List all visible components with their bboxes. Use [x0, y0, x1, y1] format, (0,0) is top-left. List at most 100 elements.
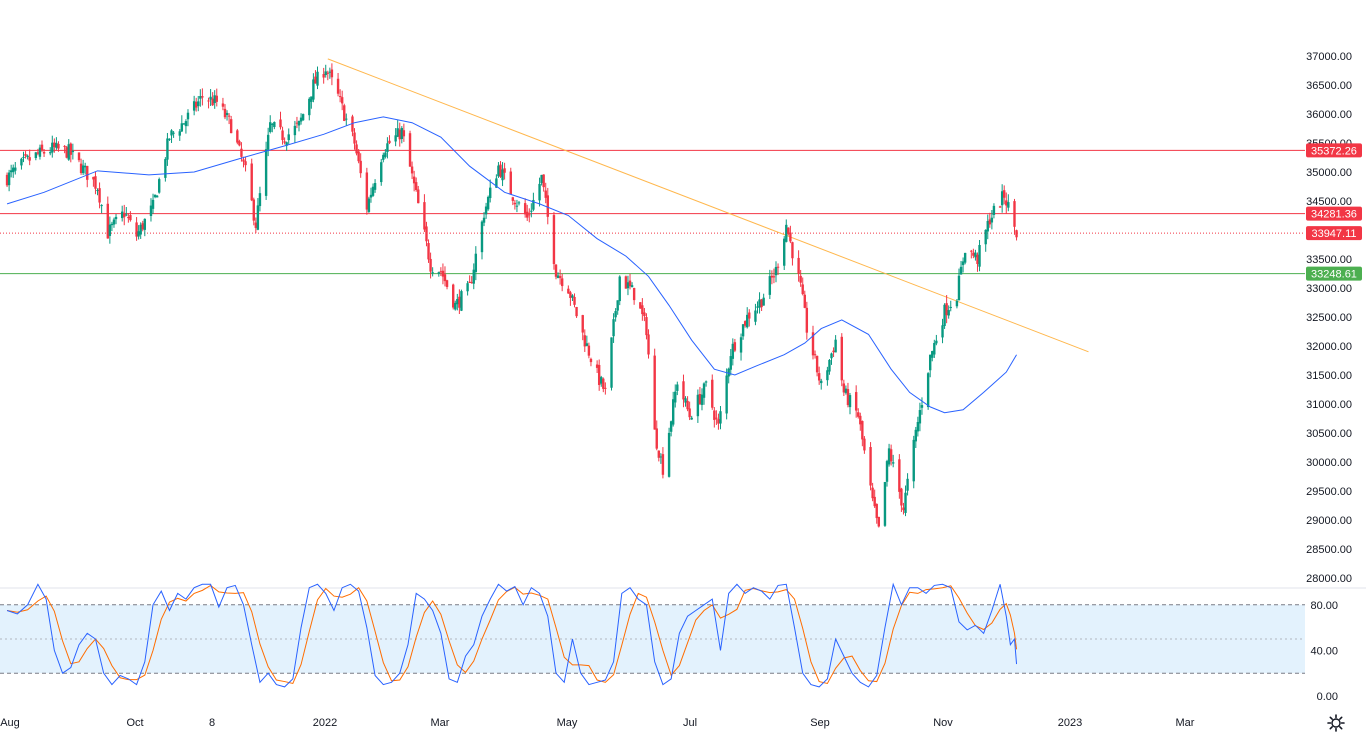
candle-body: [443, 274, 447, 282]
time-tick-label: Mar: [1176, 717, 1195, 729]
candle-body: [669, 421, 673, 432]
candle-body: [595, 364, 599, 368]
candle-body: [725, 375, 728, 414]
candle-body: [828, 360, 831, 372]
candle-body: [861, 421, 864, 440]
candle-body: [408, 133, 412, 167]
candle-body: [682, 381, 685, 400]
candle-body: [186, 112, 190, 120]
candle-body: [546, 195, 549, 217]
candle-body: [661, 454, 665, 475]
candle-body: [127, 217, 130, 219]
candle-body: [12, 167, 15, 173]
candle-body: [754, 310, 757, 322]
candle-body: [258, 193, 262, 207]
candle-body: [589, 358, 593, 363]
gear-icon[interactable]: [1326, 713, 1346, 733]
candle-body: [394, 135, 397, 142]
candle-body: [123, 212, 126, 218]
candle-body: [213, 95, 216, 104]
candle-body: [338, 96, 342, 98]
candle-body: [353, 132, 356, 144]
price-tick-label: 30000.00: [1306, 457, 1352, 469]
candle-body: [112, 219, 116, 225]
candle-body: [170, 130, 173, 136]
candle-body: [221, 103, 225, 107]
candle-body: [659, 456, 663, 458]
candle-body: [873, 496, 876, 507]
candle-body: [1013, 201, 1016, 227]
candle-body: [963, 252, 967, 263]
candle-body: [1005, 200, 1008, 206]
candle-body: [791, 242, 794, 259]
candle-body: [727, 368, 730, 377]
candle-body: [554, 264, 558, 277]
candle-body: [266, 134, 270, 150]
candle-body: [891, 462, 895, 464]
candle-body: [345, 118, 348, 120]
candle-body: [22, 156, 25, 158]
candle-body: [515, 205, 519, 207]
candle-body: [28, 157, 31, 161]
candle-body: [484, 206, 488, 215]
price-level-badge: [1306, 226, 1362, 241]
candle-body: [106, 203, 109, 239]
candle-body: [229, 119, 233, 134]
candle-body: [789, 232, 792, 242]
candle-body: [700, 394, 704, 405]
candle-body: [71, 150, 75, 153]
price-tick-label: 31500.00: [1306, 370, 1352, 382]
time-tick-label: May: [557, 717, 578, 729]
candle-body: [783, 238, 786, 266]
candle-body: [445, 280, 449, 287]
candle-body: [135, 222, 138, 237]
candle-body: [180, 123, 184, 132]
candle-body: [398, 129, 401, 140]
candle-body: [371, 186, 375, 196]
candle-body: [643, 312, 646, 317]
candle-body: [36, 152, 40, 154]
candle-body: [423, 202, 426, 230]
candle-body: [20, 158, 23, 166]
candle-body: [904, 492, 907, 513]
candle-body: [671, 399, 675, 425]
candle-body: [336, 78, 340, 94]
time-tick-label: Nov: [933, 717, 953, 729]
candle-body: [281, 130, 284, 141]
candle-body: [343, 105, 346, 121]
candle-body: [489, 187, 492, 199]
candle-body: [772, 276, 776, 278]
candle-body: [452, 284, 455, 308]
candle-body: [367, 198, 371, 212]
candle-body: [805, 307, 809, 333]
candle-body: [151, 199, 155, 209]
candle-body: [316, 71, 319, 86]
candle-body: [120, 211, 124, 219]
candle-body: [365, 172, 369, 210]
candle-body: [480, 221, 484, 253]
candle-body: [998, 206, 1002, 208]
candle-body: [400, 128, 404, 139]
candle-body: [238, 141, 241, 146]
candle-body: [972, 252, 975, 256]
candle-body: [713, 410, 716, 420]
candle-body: [776, 266, 780, 268]
candle-body: [844, 388, 848, 393]
candle-body: [164, 159, 167, 178]
candle-body: [460, 291, 463, 311]
oscillator-tick-label: 80.00: [1310, 600, 1338, 612]
candle-body: [49, 152, 52, 154]
candle-body: [227, 115, 231, 117]
candle-body: [458, 296, 461, 308]
candle-body: [63, 145, 66, 147]
price-level-badge: [1306, 266, 1362, 281]
candle-body: [887, 448, 891, 465]
candle-body: [774, 266, 778, 276]
candle-body: [717, 419, 720, 424]
candle-body: [698, 394, 702, 404]
candle-body: [42, 151, 46, 154]
candle-body: [657, 450, 661, 458]
candle-body: [626, 282, 630, 289]
candle-body: [926, 373, 930, 408]
